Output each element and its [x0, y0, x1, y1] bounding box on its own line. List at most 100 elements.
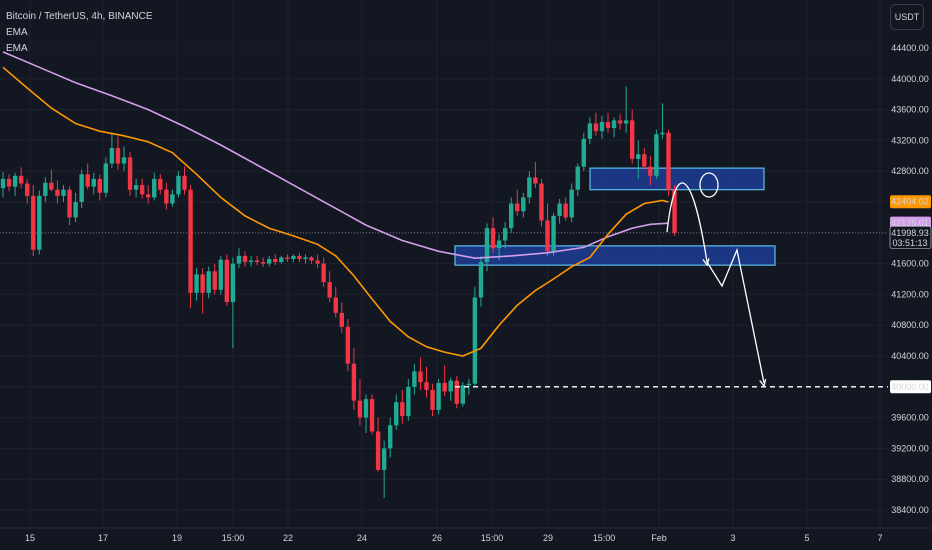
candle-body	[291, 255, 296, 259]
candle-body	[593, 123, 599, 132]
candle-body	[466, 383, 472, 386]
annotation-layer	[455, 172, 888, 388]
candle-body	[200, 274, 205, 293]
candle-body	[176, 175, 181, 195]
ema-fast-line	[2, 66, 669, 357]
candle-body	[581, 138, 586, 167]
price-label-box	[890, 380, 931, 394]
candle-body	[103, 163, 109, 193]
candle-body	[539, 183, 544, 221]
candle-body	[509, 203, 514, 229]
time-tick-label: 17	[98, 533, 108, 543]
candle-body	[454, 380, 459, 404]
candle-body	[97, 178, 102, 193]
time-axis[interactable]: 15 17 19 15:00 22 24 26 15:00 29 15:00 Feb 3 5 7	[0, 527, 932, 543]
symbol-title: Bitcoin / TetherUS, 4h, BINANCE	[6, 11, 153, 22]
candle-body	[363, 399, 369, 418]
time-tick-label: 15:00	[593, 533, 616, 543]
candle-body	[91, 178, 96, 187]
resistance-zone	[589, 167, 765, 191]
candle-body	[206, 271, 211, 293]
candle-body	[164, 189, 169, 204]
candle-body	[654, 134, 659, 176]
candle-body	[139, 185, 145, 195]
candle-body	[285, 257, 290, 259]
price-axis[interactable]: 44400.00 44000.00 43600.00 43200.00 42800.00…	[888, 0, 932, 550]
zones-layer	[454, 167, 776, 266]
support-zone	[454, 245, 776, 266]
price-tick-label: 38800.00	[891, 474, 929, 484]
candle-body	[79, 174, 84, 202]
candle-body	[170, 194, 175, 204]
projection-arrow-2	[759, 379, 767, 388]
candle-body	[472, 297, 478, 384]
candle-body	[49, 182, 54, 190]
candle-body	[55, 189, 60, 196]
candle-body	[490, 228, 496, 249]
candle-body	[563, 203, 568, 218]
currency-button[interactable]: USDT	[890, 4, 924, 30]
candle-body	[267, 258, 272, 264]
candle-body	[182, 175, 187, 190]
projection-arrow-1	[702, 258, 710, 267]
candle-body	[158, 178, 163, 190]
candle-body	[412, 371, 417, 387]
projection-path	[666, 182, 765, 384]
ema-indicator-label-2[interactable]: EMA	[6, 43, 28, 54]
candle-body	[339, 312, 344, 327]
candle-body	[448, 380, 453, 392]
candle-body	[394, 402, 399, 426]
candle-body	[73, 202, 78, 218]
candle-body	[545, 220, 550, 252]
price-tick-label: 43200.00	[891, 135, 929, 145]
candle-body	[25, 183, 30, 196]
price-label-box	[890, 195, 931, 209]
candle-body	[611, 120, 617, 129]
candle-body	[648, 166, 653, 176]
price-tick-label: 44000.00	[891, 74, 929, 84]
candle-body	[430, 389, 435, 410]
candle-body	[212, 271, 217, 290]
candle-body	[61, 189, 66, 196]
price-label-text: 42125.01	[891, 218, 929, 228]
candle-body	[254, 260, 260, 263]
candle-body	[273, 258, 278, 263]
candle-body	[636, 154, 641, 159]
time-tick-label: 24	[357, 533, 367, 543]
price-label-text: 41998.93	[891, 228, 929, 238]
candle-body	[260, 262, 266, 264]
ema-indicator-label-1[interactable]: EMA	[6, 27, 28, 38]
time-tick-label: 7	[877, 533, 882, 543]
candle-body	[315, 260, 320, 264]
candle-body	[333, 297, 338, 313]
candle-body	[321, 263, 326, 283]
candle-body	[388, 425, 393, 449]
candle-body	[515, 203, 520, 212]
price-label-box	[889, 226, 932, 249]
time-tick-label: 22	[283, 533, 293, 543]
candle-body	[248, 260, 254, 263]
candle-body	[369, 399, 375, 432]
price-tick-label: 44400.00	[891, 43, 929, 53]
price-tick-label: 39600.00	[891, 413, 929, 423]
price-tick-label: 40400.00	[891, 351, 929, 361]
ema-slow-line	[2, 51, 669, 260]
candle-body	[12, 175, 18, 187]
candle-body	[551, 215, 556, 252]
candle-body	[327, 282, 332, 298]
candle-body	[406, 386, 411, 417]
chart-legend: Bitcoin / TetherUS, 4h, BINANCE EMA EMA	[6, 9, 153, 57]
candle-body	[127, 157, 133, 190]
time-tick-label: 19	[172, 533, 182, 543]
candle-body	[109, 148, 115, 164]
candle-body	[478, 262, 484, 298]
candle-body	[442, 382, 447, 392]
candle-body	[224, 259, 230, 303]
candle-body	[484, 228, 490, 263]
candle-body	[152, 178, 157, 198]
candle-body	[400, 402, 405, 417]
candle-body	[672, 189, 677, 233]
ema-layer	[2, 51, 669, 357]
